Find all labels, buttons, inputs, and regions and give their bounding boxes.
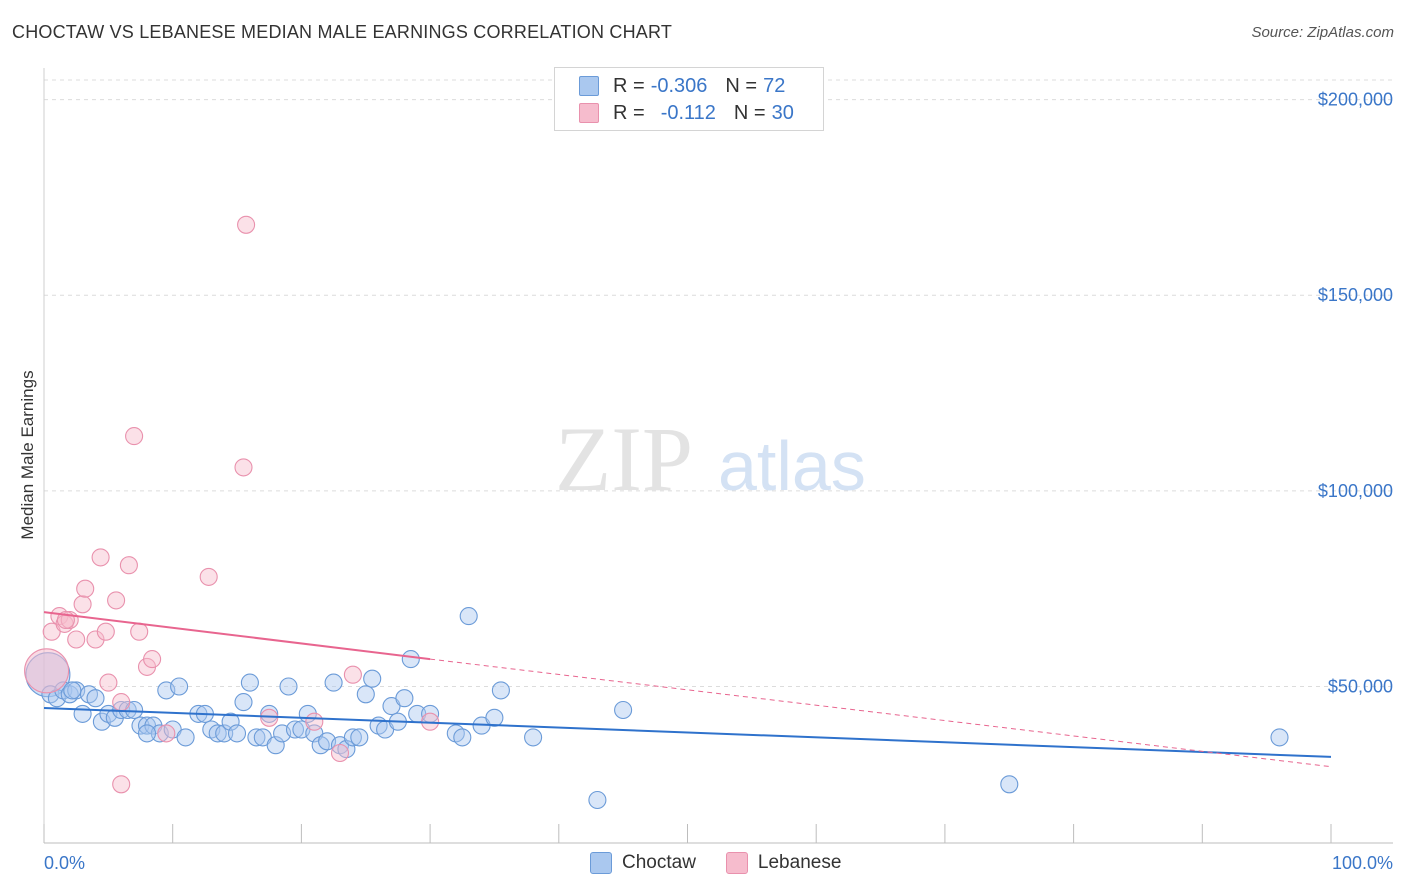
points-layer [24, 215, 1289, 810]
choctaw-point [285, 720, 305, 739]
grid-layer [44, 79, 1393, 687]
choctaw-point [395, 689, 414, 708]
lebanese-point [234, 458, 253, 477]
lebanese-point [157, 724, 176, 743]
lebanese-trend-extension [430, 658, 1332, 768]
choctaw-point [614, 700, 633, 720]
legend-item-choctaw[interactable]: Choctaw [590, 852, 696, 874]
lebanese-point [73, 595, 92, 614]
lebanese-point [143, 650, 162, 669]
legend-row-lebanese: R = -0.112 N = 30 [579, 101, 794, 125]
y-tick-label: $50,000 [1328, 676, 1393, 696]
choctaw-point [63, 681, 82, 700]
choctaw-point [491, 681, 510, 700]
series-legend: Choctaw Lebanese [590, 852, 871, 874]
y-axis-label: Median Male Earnings [18, 370, 37, 539]
choctaw-point [215, 724, 234, 743]
x-tick-label-0: 0.0% [44, 853, 85, 873]
watermark: ZIP atlas [555, 408, 866, 510]
choctaw-legend-swatch [590, 852, 612, 874]
legend-r-value: -0.112 [660, 101, 716, 124]
axis-layer: $50,000 $100,000 $150,000 $200,000 [43, 68, 1393, 844]
choctaw-point [1000, 775, 1019, 794]
legend-n-value: 30 [771, 101, 794, 124]
choctaw-point [350, 728, 369, 747]
lebanese-point [305, 712, 324, 731]
lebanese-point [237, 215, 256, 234]
legend-row-choctaw: R = -0.306 N = 72 [579, 74, 785, 98]
choctaw-point [524, 728, 543, 747]
choctaw-point [343, 728, 362, 747]
y-tick-label: $150,000 [1318, 285, 1393, 305]
y-tick-label: $100,000 [1318, 481, 1393, 501]
lebanese-point [119, 556, 138, 575]
lebanese-point [112, 775, 131, 794]
legend-item-lebanese[interactable]: Lebanese [725, 852, 842, 874]
legend-label-lebanese: Lebanese [757, 852, 842, 873]
legend-r-value: -0.306 [650, 74, 708, 97]
choctaw-point [363, 669, 382, 688]
legend-r-label: R = [613, 74, 645, 97]
chart-title: CHOCTAW VS LEBANESE MEDIAN MALE EARNINGS… [12, 22, 673, 42]
choctaw-point [234, 693, 253, 712]
lebanese-point [330, 743, 350, 763]
choctaw-point [227, 724, 247, 743]
stats-legend: R = -0.306 N = 72 R = -0.112 N = 30 [554, 67, 824, 131]
lebanese-point [125, 427, 144, 446]
legend-n-label: N = [725, 74, 758, 97]
lebanese-point [260, 708, 279, 727]
choctaw-point [459, 607, 478, 626]
lebanese-swatch [579, 103, 599, 123]
choctaw-point [170, 677, 189, 696]
lebanese-legend-swatch [725, 852, 748, 874]
choctaw-point [247, 728, 266, 747]
lebanese-point [107, 591, 126, 610]
watermark-zip: ZIP [555, 408, 693, 510]
choctaw-point [137, 724, 157, 743]
lebanese-point [67, 630, 86, 649]
choctaw-point [453, 728, 472, 747]
choctaw-point [279, 677, 298, 696]
legend-label-choctaw: Choctaw [622, 852, 696, 873]
watermark-atlas: atlas [718, 427, 866, 505]
source-label: Source: ZipAtlas.com [1251, 24, 1394, 41]
legend-n-value: 72 [763, 74, 786, 97]
trend-layer [43, 611, 1332, 768]
choctaw-point [266, 736, 285, 755]
lebanese-point [99, 673, 118, 692]
lebanese-point [76, 579, 95, 598]
lebanese-trend-line [43, 611, 431, 661]
choctaw-point [1270, 728, 1289, 747]
choctaw-point [324, 673, 343, 692]
legend-r-label: R = [613, 101, 645, 124]
lebanese-point [96, 622, 115, 641]
choctaw-point [73, 704, 92, 723]
lebanese-point [112, 693, 131, 712]
choctaw-point [401, 650, 420, 669]
choctaw-point [208, 724, 227, 743]
legend-n-label: N = [733, 101, 766, 124]
choctaw-swatch [579, 76, 599, 96]
y-tick-label: $200,000 [1318, 90, 1393, 110]
choctaw-point [86, 689, 105, 708]
lebanese-point [130, 622, 149, 641]
choctaw-point [221, 712, 240, 731]
choctaw-point [588, 790, 607, 810]
x-tick-label-100: 100.0% [1332, 853, 1393, 873]
lebanese-point [199, 567, 218, 586]
choctaw-point [356, 685, 375, 704]
lebanese-point [343, 665, 362, 684]
choctaw-point [485, 708, 504, 727]
choctaw-point [240, 673, 259, 692]
choctaw-point [260, 704, 279, 723]
choctaw-point [176, 728, 195, 747]
lebanese-point [91, 548, 110, 567]
choctaw-trend-line [43, 707, 1332, 758]
lebanese-point [24, 648, 70, 694]
